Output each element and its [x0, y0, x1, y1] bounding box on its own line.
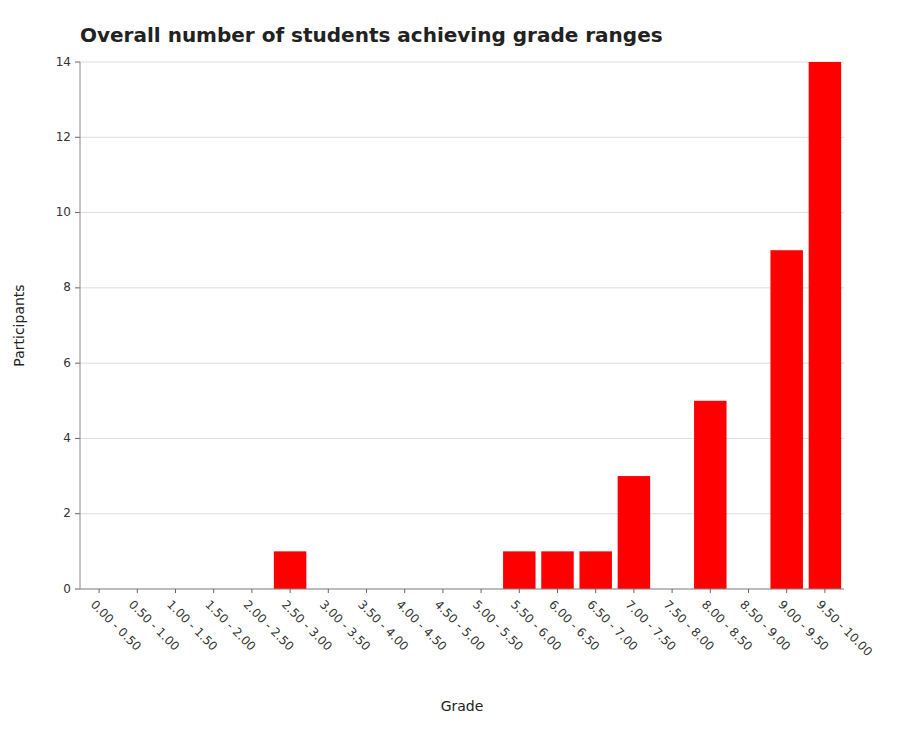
chart: 024681012140.00 - 0.500.50 - 1.001.00 - …	[0, 0, 919, 729]
grid-line	[80, 137, 844, 138]
y-tick	[75, 438, 80, 439]
x-tick	[328, 589, 329, 593]
x-tick	[633, 589, 634, 593]
y-tick	[75, 513, 80, 514]
y-tick	[75, 212, 80, 213]
x-tick	[481, 589, 482, 593]
x-tick	[519, 589, 520, 593]
x-tick	[175, 589, 176, 593]
bar	[579, 551, 611, 589]
grid-line	[80, 589, 844, 590]
y-tick-label: 12	[56, 130, 71, 144]
x-tick	[672, 589, 673, 593]
bar	[618, 476, 650, 589]
grid-line	[80, 62, 844, 63]
bar	[274, 551, 306, 589]
y-tick-label: 2	[63, 506, 71, 520]
grid-line	[80, 287, 844, 288]
y-tick-label: 14	[56, 55, 71, 69]
y-tick	[75, 287, 80, 288]
y-tick	[75, 589, 80, 590]
x-axis-line	[80, 589, 844, 590]
bars	[274, 62, 841, 589]
title: Overall number of students achieving gra…	[80, 23, 663, 47]
y-tick-label: 6	[63, 356, 71, 370]
x-tick	[213, 589, 214, 593]
x-tick	[251, 589, 252, 593]
x-tick	[442, 589, 443, 593]
x-tick	[99, 589, 100, 593]
x-tick-label: 9.50 - 10.00	[814, 597, 876, 659]
y-tick-label: 8	[63, 280, 71, 294]
grid-line	[80, 513, 844, 514]
x-tick	[786, 589, 787, 593]
x-tick	[137, 589, 138, 593]
bar	[770, 250, 802, 589]
y-tick	[75, 363, 80, 364]
x-tick	[824, 589, 825, 593]
y-tick-label: 4	[63, 431, 71, 445]
x-tick	[748, 589, 749, 593]
y-tick-label: 10	[56, 205, 71, 219]
x-tick	[290, 589, 291, 593]
x-axis-label: Grade	[441, 698, 484, 714]
bar	[694, 401, 726, 589]
bar	[541, 551, 573, 589]
bar	[503, 551, 535, 589]
x-tick	[404, 589, 405, 593]
x-tick	[366, 589, 367, 593]
grid	[80, 62, 844, 589]
y-tick	[75, 62, 80, 63]
y-tick	[75, 137, 80, 138]
x-tick	[710, 589, 711, 593]
bar	[809, 62, 841, 589]
grid-line	[80, 363, 844, 364]
y-axis-line	[80, 62, 81, 589]
chart-container: 024681012140.00 - 0.500.50 - 1.001.00 - …	[0, 0, 919, 729]
grid-line	[80, 438, 844, 439]
y-tick-label: 0	[63, 582, 71, 596]
grid-line	[80, 212, 844, 213]
x-tick	[595, 589, 596, 593]
y-axis-label: Participants	[11, 284, 27, 366]
x-tick	[557, 589, 558, 593]
